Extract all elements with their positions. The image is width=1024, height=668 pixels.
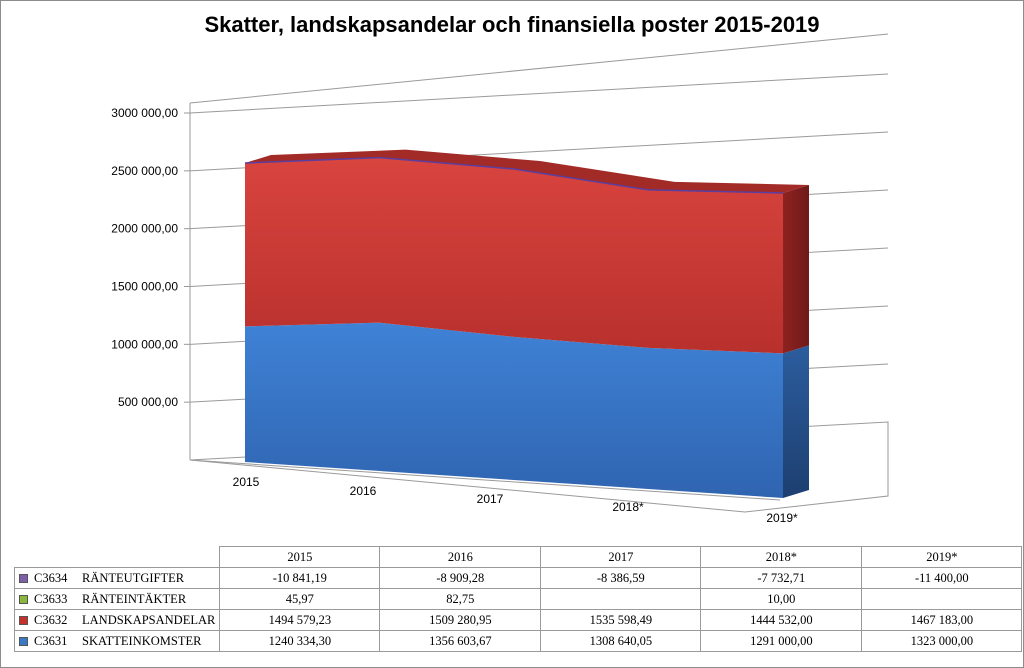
data-table: 2015 2016 2017 2018* 2019* C3634 RÄNTEUTGIFTER… xyxy=(13,546,1023,652)
edge-ranteposter xyxy=(244,156,784,194)
legend-swatch xyxy=(19,637,28,647)
table-cell: -11 400,00 xyxy=(861,567,1023,589)
table-header-row: 2015 2016 2017 2018* 2019* xyxy=(15,546,1023,568)
area-chart-3d: 500 000,00 1000 000,00 1500 000,00 2000 000… xyxy=(111,33,889,525)
y-tick-label-0: 500 000,00 xyxy=(118,395,178,409)
area-landskapsandelar xyxy=(245,157,783,354)
table-cell xyxy=(540,588,702,610)
x-tick-label-1: 2016 xyxy=(350,484,377,498)
legend-swatch xyxy=(19,616,28,626)
table-row: C3634 RÄNTEUTGIFTER -10 841,19 -8 909,28 -8 … xyxy=(13,567,1023,589)
legend-swatch xyxy=(19,574,28,584)
series-code: C3631 xyxy=(34,633,68,648)
table-cell: 1356 603,67 xyxy=(379,630,542,652)
y-tick-label-1: 1000 000,00 xyxy=(111,337,178,351)
table-cell: -8 909,28 xyxy=(379,567,542,589)
table-cell: 10,00 xyxy=(700,588,863,610)
series-name: RÄNTEUTGIFTER xyxy=(82,570,185,585)
table-row: C3632 LANDSKAPSANDELAR 1494 579,23 1509 280… xyxy=(13,609,1023,631)
table-cell: 1323 000,00 xyxy=(861,630,1023,652)
table-header-cell: 2016 xyxy=(379,546,542,568)
table-cell: 1308 640,05 xyxy=(540,630,702,652)
series-code: C3632 xyxy=(34,612,68,627)
legend-entry: C3634 RÄNTEUTGIFTER xyxy=(13,567,221,589)
y-tick-label-5: 3000 000,00 xyxy=(111,106,178,120)
table-cell: 1291 000,00 xyxy=(700,630,863,652)
series-code: C3634 xyxy=(34,570,68,585)
chart-title: Skatter, landskapsandelar och finansiell… xyxy=(204,12,820,37)
x-tick-label-3: 2018* xyxy=(612,500,644,514)
legend-entry: C3632 LANDSKAPSANDELAR xyxy=(13,609,221,631)
x-tick-label-0: 2015 xyxy=(233,475,260,489)
table-cell: 1240 334,30 xyxy=(219,630,381,652)
table-cell: 1467 183,00 xyxy=(861,609,1023,631)
table-cell: 45,97 xyxy=(219,588,381,610)
side-face-landskapsandelar xyxy=(783,184,809,354)
table-cell xyxy=(861,588,1023,610)
table-cell: -10 841,19 xyxy=(219,567,381,589)
series-name: RÄNTEINTÄKTER xyxy=(82,591,187,606)
y-tick-label-2: 1500 000,00 xyxy=(111,280,178,294)
series-code: C3633 xyxy=(34,591,68,606)
y-tick-label-4: 2500 000,00 xyxy=(111,164,178,178)
top-face-landskapsandelar xyxy=(245,149,809,193)
table-cell: -8 386,59 xyxy=(540,567,702,589)
legend-entry: C3633 RÄNTEINTÄKTER xyxy=(13,588,221,610)
y-tick-label-3: 2000 000,00 xyxy=(111,222,178,236)
table-header-cell: 2015 xyxy=(219,546,381,568)
series-name: SKATTEINKOMSTER xyxy=(82,633,202,648)
table-cell: 1509 280,95 xyxy=(379,609,542,631)
table-cell: 1444 532,00 xyxy=(700,609,863,631)
table-row: C3631 SKATTEINKOMSTER 1240 334,30 1356 603,… xyxy=(13,630,1023,652)
table-cell: 1494 579,23 xyxy=(219,609,381,631)
gridline-5 xyxy=(189,73,889,114)
x-tick-label-2: 2017 xyxy=(477,492,504,506)
legend-swatch xyxy=(19,595,28,605)
legend-entry: C3631 SKATTEINKOMSTER xyxy=(13,630,221,652)
table-header-cell: 2019* xyxy=(861,546,1023,568)
series-name: LANDSKAPSANDELAR xyxy=(82,612,216,627)
area-skatteinkomster xyxy=(245,322,783,498)
side-face-skatteinkomster xyxy=(783,345,809,498)
x-tick-label-4: 2019* xyxy=(766,511,798,525)
table-row: C3633 RÄNTEINTÄKTER 45,97 82,75 10,00 xyxy=(13,588,1023,610)
table-cell: 82,75 xyxy=(379,588,542,610)
back-wall-top-edge xyxy=(189,33,889,104)
table-cell: 1535 598,49 xyxy=(540,609,702,631)
floor-front-edge xyxy=(189,459,781,501)
table-cell: -7 732,71 xyxy=(700,567,863,589)
table-header-cell: 2018* xyxy=(700,546,863,568)
table-header-cell: 2017 xyxy=(540,546,702,568)
